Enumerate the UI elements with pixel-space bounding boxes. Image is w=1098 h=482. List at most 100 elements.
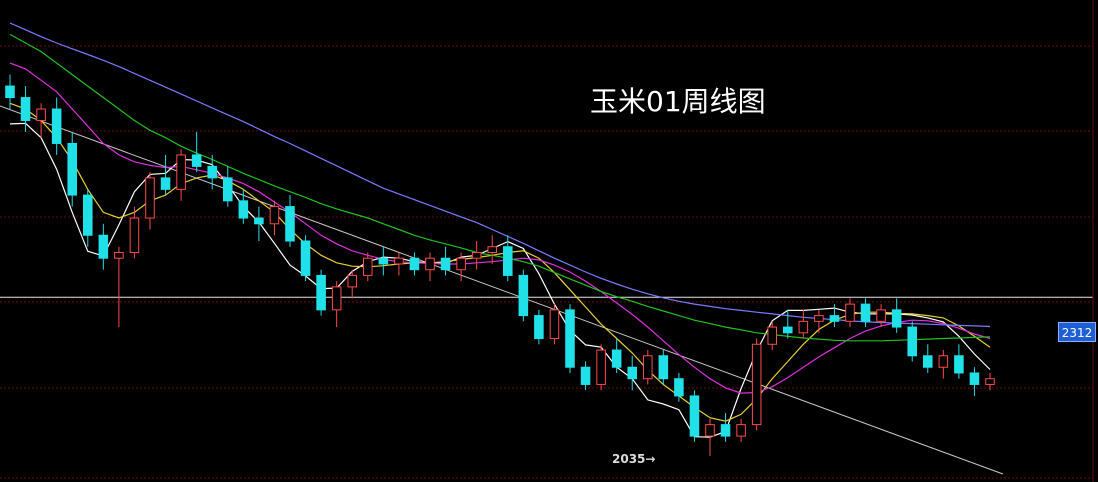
candle bbox=[160, 154, 171, 196]
candle-body bbox=[487, 246, 498, 253]
candle-body bbox=[907, 326, 918, 357]
candle-body bbox=[798, 320, 809, 334]
candle bbox=[611, 338, 622, 373]
candle bbox=[596, 344, 606, 391]
candle-body bbox=[363, 257, 373, 276]
candle bbox=[503, 235, 513, 282]
candle-body bbox=[207, 165, 217, 179]
candle-body bbox=[114, 251, 124, 259]
candle-body bbox=[394, 257, 404, 265]
candle bbox=[176, 149, 186, 201]
candle-body bbox=[938, 355, 949, 368]
candle bbox=[954, 344, 964, 379]
candle bbox=[254, 206, 264, 241]
candle-body bbox=[331, 286, 342, 311]
candles bbox=[5, 74, 995, 457]
candle-body bbox=[300, 240, 311, 276]
chart-title: 玉米01周线图 bbox=[590, 85, 766, 118]
candle-body bbox=[985, 378, 995, 385]
candle bbox=[969, 367, 980, 396]
candle-body bbox=[98, 234, 109, 259]
low-price-value: 2035 bbox=[612, 452, 646, 466]
candle-body bbox=[409, 257, 420, 271]
candle bbox=[876, 304, 886, 328]
candle bbox=[565, 304, 575, 373]
candle-body bbox=[736, 424, 746, 437]
candle bbox=[783, 309, 793, 339]
candle-body bbox=[565, 309, 575, 368]
candle bbox=[20, 86, 31, 132]
candle bbox=[425, 252, 435, 282]
candle bbox=[985, 372, 995, 391]
candle-body bbox=[518, 274, 529, 317]
candle bbox=[518, 269, 529, 322]
candle bbox=[627, 355, 638, 391]
candle bbox=[938, 350, 949, 379]
candle bbox=[300, 235, 311, 282]
candle bbox=[658, 350, 669, 385]
candle bbox=[487, 235, 498, 264]
candle-body bbox=[969, 372, 980, 385]
candle bbox=[814, 309, 824, 333]
candle-body bbox=[549, 309, 560, 340]
candle-body bbox=[20, 97, 31, 122]
candle-body bbox=[627, 366, 638, 380]
candle bbox=[689, 390, 700, 442]
candle bbox=[5, 74, 15, 110]
candle bbox=[767, 321, 778, 351]
low-price-arrow: → bbox=[645, 452, 656, 466]
candle bbox=[736, 418, 746, 442]
candle-body bbox=[923, 355, 933, 368]
candle-body bbox=[238, 200, 249, 219]
candle bbox=[923, 344, 933, 373]
low-price-label: 2035→ bbox=[612, 452, 655, 466]
candle bbox=[347, 269, 358, 299]
candle-body bbox=[440, 257, 451, 271]
candle-body bbox=[954, 355, 964, 374]
ma-line-ma5 bbox=[9, 122, 991, 438]
candle-body bbox=[611, 349, 622, 368]
candle bbox=[643, 350, 653, 385]
candle bbox=[285, 195, 295, 247]
candle-body bbox=[316, 274, 326, 311]
ma-line-ma10 bbox=[9, 102, 991, 422]
candle bbox=[705, 418, 715, 457]
candle-body bbox=[145, 177, 155, 219]
candle bbox=[114, 246, 124, 328]
candle bbox=[191, 131, 202, 173]
candle bbox=[829, 304, 840, 328]
candle bbox=[534, 309, 544, 345]
candle-body bbox=[160, 177, 171, 190]
candle bbox=[238, 189, 249, 224]
candle bbox=[907, 321, 918, 362]
candle bbox=[394, 252, 404, 276]
candle bbox=[720, 413, 731, 442]
candle-body bbox=[129, 217, 140, 253]
candle bbox=[409, 252, 420, 276]
candle bbox=[269, 200, 280, 236]
moving-averages bbox=[9, 22, 991, 438]
candle bbox=[331, 281, 342, 328]
candle-body bbox=[503, 246, 513, 276]
candle bbox=[363, 252, 373, 282]
candle-body bbox=[456, 257, 466, 271]
candle-body bbox=[876, 309, 886, 322]
candle bbox=[67, 131, 77, 207]
candle-body bbox=[829, 315, 840, 322]
candle bbox=[223, 166, 233, 207]
candle bbox=[36, 103, 46, 138]
ma-line-ma60 bbox=[9, 22, 991, 328]
candle-body bbox=[596, 349, 606, 385]
candle-body bbox=[783, 326, 793, 334]
candle bbox=[456, 252, 466, 282]
candle-body bbox=[767, 326, 778, 345]
candle-body bbox=[285, 206, 295, 242]
candle bbox=[860, 298, 871, 328]
trendline bbox=[0, 105, 1004, 475]
candle-body bbox=[67, 142, 77, 196]
candle bbox=[378, 246, 389, 276]
ma-line-ma40 bbox=[9, 33, 991, 342]
candle-body bbox=[891, 309, 902, 328]
candle-body bbox=[425, 257, 435, 271]
